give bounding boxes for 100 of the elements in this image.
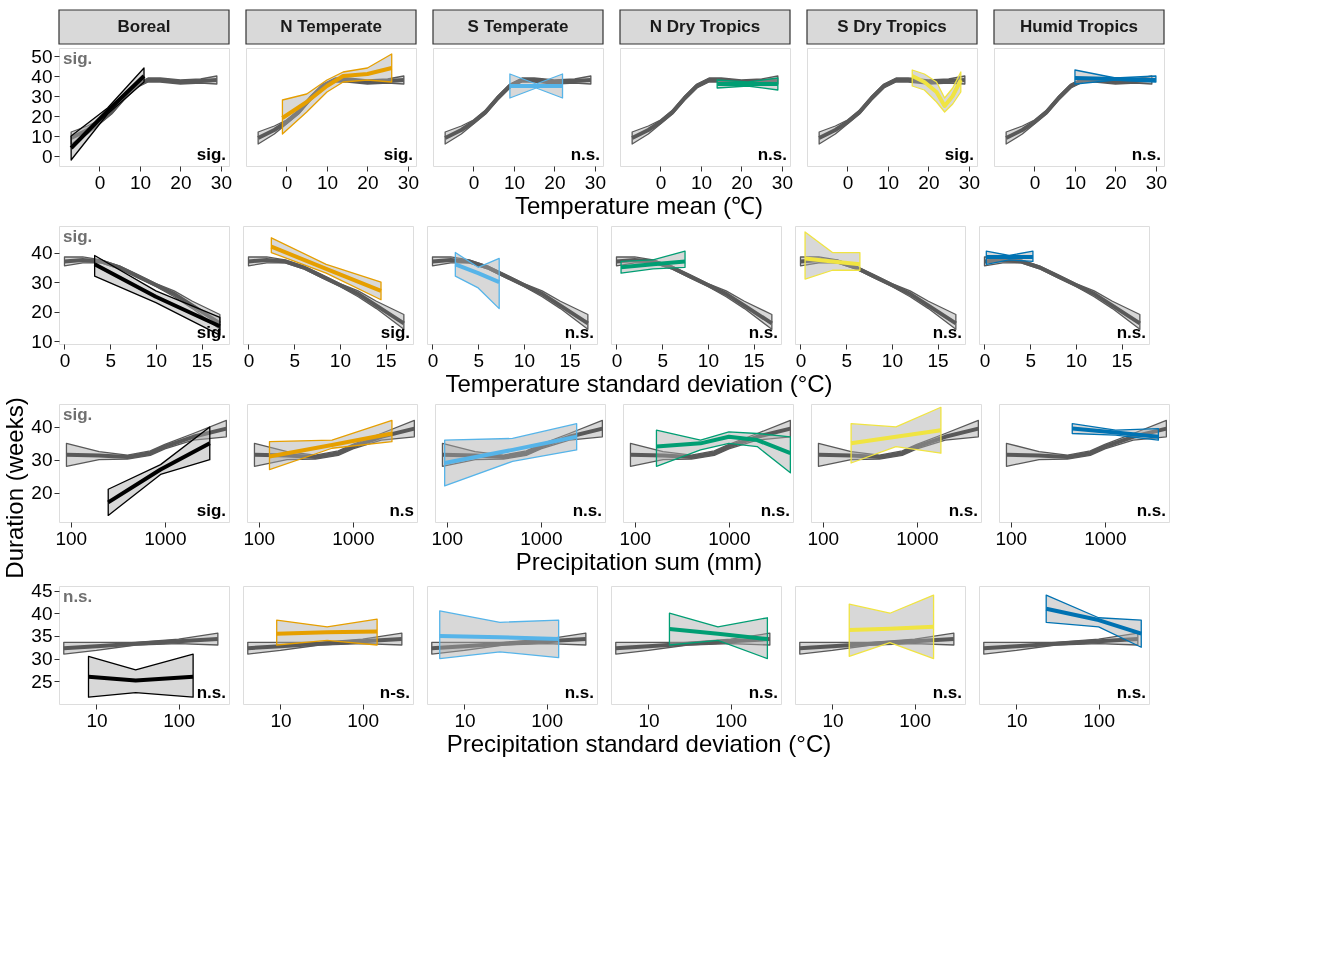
x-tick-label: 10 (690, 171, 713, 193)
y-tick-label: 30 (31, 449, 53, 471)
x-axis-title: Temperature mean (℃) (514, 192, 764, 219)
annotation: sig. (196, 323, 226, 342)
y-tick-label: 20 (31, 105, 53, 127)
x-tick-label: 10 (145, 349, 167, 371)
x-tick-label: 0 (468, 171, 480, 193)
x-tick-label: 10 (454, 709, 476, 731)
y-tick-label: 10 (31, 330, 53, 352)
y-tick-label: 45 (31, 580, 53, 602)
x-tick-label: 100 (243, 527, 276, 549)
annotation: n.s (389, 501, 414, 520)
x-axis-title: Precipitation sum (mm) (515, 548, 763, 575)
y-tick-label: 20 (31, 301, 53, 323)
annotation: n.s. (1136, 501, 1166, 520)
x-tick-label: 5 (289, 349, 300, 371)
annotation: sig. (196, 501, 226, 520)
annotation: n-s. (379, 683, 410, 702)
annotation: n.s. (1116, 323, 1146, 342)
y-tick-label: 30 (31, 271, 53, 293)
x-tick-label: 100 (807, 527, 840, 549)
x-tick-label: 10 (877, 171, 900, 193)
annotation: sig. (63, 405, 93, 424)
x-tick-label: 0 (979, 349, 991, 371)
x-tick-label: 100 (431, 527, 464, 549)
annotation: sig. (380, 323, 410, 342)
x-tick-label: 15 (927, 349, 949, 371)
annotation: sig. (383, 145, 413, 164)
annotation: sig. (63, 49, 93, 68)
x-tick-label: 1000 (1084, 527, 1127, 549)
x-axis-title: Precipitation standard deviation (°C) (446, 730, 832, 757)
y-tick-label: 10 (31, 125, 53, 147)
x-tick-label: 1000 (708, 527, 751, 549)
annotation: sig. (63, 227, 93, 246)
x-tick-label: 100 (163, 709, 195, 731)
x-tick-label: 0 (94, 171, 106, 193)
x-tick-label: 10 (697, 349, 719, 371)
x-tick-label: 20 (544, 171, 566, 193)
x-tick-label: 15 (1111, 349, 1133, 371)
x-tick-label: 5 (657, 349, 668, 371)
annotation: n.s. (572, 501, 602, 520)
x-tick-label: 15 (191, 349, 213, 371)
chart-title: N Dry Tropics (649, 17, 761, 36)
chart-title: S Dry Tropics (837, 17, 947, 36)
annotation: n.s. (570, 145, 600, 164)
x-tick-label: 20 (357, 171, 379, 193)
x-tick-label: 10 (1065, 349, 1087, 371)
annotation: n.s. (564, 683, 594, 702)
x-tick-label: 20 (1105, 171, 1127, 193)
y-tick-label: 25 (31, 670, 53, 692)
x-tick-label: 0 (611, 349, 623, 371)
annotation: n.s. (760, 501, 790, 520)
x-tick-label: 100 (55, 527, 88, 549)
annotation: n.s. (948, 501, 978, 520)
x-tick-label: 30 (397, 171, 419, 193)
x-tick-label: 100 (1083, 709, 1115, 731)
annotation: n.s. (1131, 145, 1161, 164)
y-tick-label: 35 (31, 625, 53, 647)
x-tick-label: 20 (170, 171, 192, 193)
x-tick-label: 30 (958, 171, 980, 193)
x-tick-label: 0 (795, 349, 807, 371)
x-tick-label: 10 (503, 171, 526, 193)
x-tick-label: 0 (243, 349, 255, 371)
x-tick-label: 100 (531, 709, 563, 731)
annotation: sig. (944, 145, 974, 164)
x-tick-label: 5 (473, 349, 484, 371)
x-tick-label: 5 (1025, 349, 1036, 371)
x-tick-label: 0 (1029, 171, 1041, 193)
x-tick-label: 5 (841, 349, 852, 371)
y-tick-label: 50 (31, 45, 53, 67)
x-tick-label: 1000 (332, 527, 375, 549)
annotation: n.s. (564, 323, 594, 342)
x-tick-label: 1000 (520, 527, 563, 549)
x-tick-label: 5 (105, 349, 116, 371)
x-tick-label: 15 (559, 349, 581, 371)
chart-title: N Temperate (280, 17, 382, 36)
x-tick-label: 10 (513, 349, 535, 371)
x-tick-label: 0 (427, 349, 439, 371)
x-tick-label: 100 (347, 709, 379, 731)
annotation: n.s. (757, 145, 787, 164)
annotation: n.s. (196, 683, 226, 702)
x-tick-label: 100 (899, 709, 931, 731)
x-tick-label: 30 (584, 171, 606, 193)
annotation: n.s. (748, 683, 778, 702)
annotation: n.s. (63, 587, 93, 606)
annotation: n.s. (932, 683, 962, 702)
annotation: n.s. (932, 323, 962, 342)
y-tick-label: 40 (31, 416, 53, 438)
x-tick-label: 10 (638, 709, 660, 731)
y-tick-label: 0 (41, 145, 53, 167)
y-tick-label: 30 (31, 648, 53, 670)
x-tick-label: 1000 (144, 527, 187, 549)
annotation: n.s. (748, 323, 778, 342)
y-tick-label: 30 (31, 85, 53, 107)
y-axis-title: Duration (weeks) (1, 397, 28, 579)
x-tick-label: 10 (316, 171, 339, 193)
x-tick-label: 20 (731, 171, 753, 193)
chart-title: S Temperate (467, 17, 569, 36)
x-tick-label: 100 (995, 527, 1028, 549)
x-tick-label: 0 (842, 171, 854, 193)
